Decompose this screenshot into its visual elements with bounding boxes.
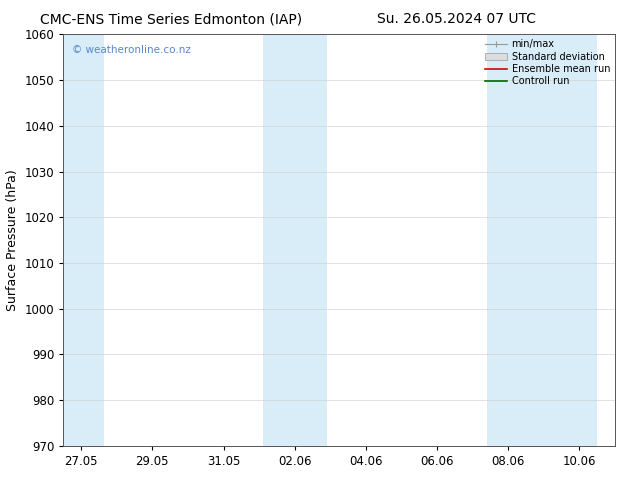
Legend: min/max, Standard deviation, Ensemble mean run, Controll run: min/max, Standard deviation, Ensemble me… — [483, 37, 612, 88]
Text: Su. 26.05.2024 07 UTC: Su. 26.05.2024 07 UTC — [377, 12, 536, 26]
Text: CMC-ENS Time Series Edmonton (IAP): CMC-ENS Time Series Edmonton (IAP) — [40, 12, 302, 26]
Y-axis label: Surface Pressure (hPa): Surface Pressure (hPa) — [6, 169, 19, 311]
Text: © weatheronline.co.nz: © weatheronline.co.nz — [72, 45, 191, 54]
Bar — [262, 34, 327, 446]
Bar — [63, 34, 105, 446]
Bar — [487, 34, 597, 446]
